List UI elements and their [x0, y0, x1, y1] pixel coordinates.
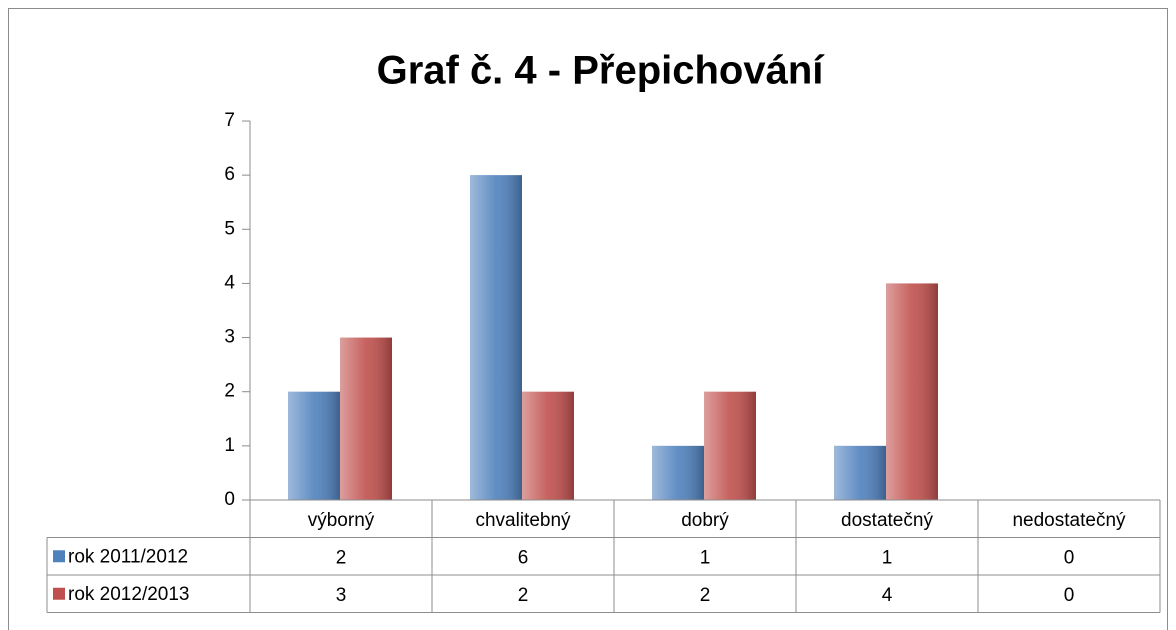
- x-tick-label: dobrý: [681, 510, 729, 531]
- table-cell: 2: [700, 585, 711, 606]
- table-cell: 4: [882, 585, 893, 606]
- bar-shine: [704, 391, 756, 500]
- table-cell: 3: [336, 585, 347, 606]
- chart-title: Graf č. 4 - Přepichování: [377, 49, 826, 93]
- table-cell: 0: [1064, 547, 1075, 568]
- table-cell: 2: [518, 585, 529, 606]
- table-cell: 6: [518, 547, 529, 568]
- bar-shine: [340, 337, 392, 500]
- table-cell: 2: [336, 547, 347, 568]
- table-cell: 0: [1064, 585, 1075, 606]
- legend-key: [53, 587, 65, 600]
- chart-border: [8, 8, 1168, 630]
- legend-label: rok 2012/2013: [68, 584, 190, 605]
- bar-shine: [886, 283, 938, 500]
- y-tick-label: 4: [224, 272, 235, 293]
- y-tick-label: 7: [224, 110, 235, 131]
- x-tick-label: nedostatečný: [1012, 510, 1126, 531]
- bar-shine: [652, 445, 704, 500]
- legend-key: [53, 550, 65, 563]
- bar-shine: [522, 391, 574, 500]
- table-cell: 1: [700, 547, 711, 568]
- y-tick-label: 0: [224, 489, 235, 510]
- bar-shine: [470, 175, 522, 500]
- y-tick-label: 3: [224, 327, 235, 348]
- legend-label: rok 2011/2012: [68, 546, 188, 567]
- x-tick-label: chvalitebný: [475, 510, 571, 531]
- y-tick-label: 2: [224, 381, 235, 402]
- x-tick-label: výborný: [308, 510, 375, 531]
- x-tick-label: dostatečný: [841, 510, 933, 531]
- table-cell: 1: [882, 547, 893, 568]
- bar-shine: [834, 445, 886, 500]
- y-tick-label: 1: [224, 435, 235, 456]
- y-tick-label: 5: [224, 218, 235, 239]
- y-tick-label: 6: [224, 164, 235, 185]
- bar-shine: [288, 391, 340, 500]
